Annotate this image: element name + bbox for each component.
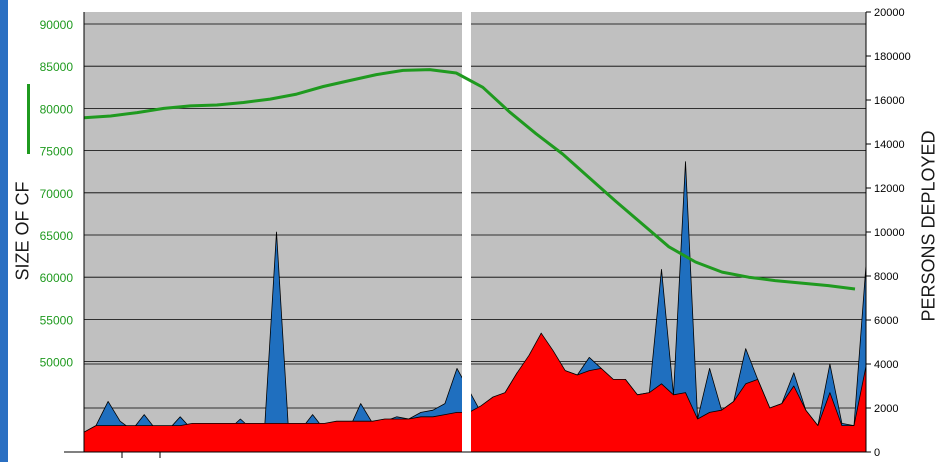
y-right-tick-label: 180000 <box>874 51 911 63</box>
y-left-tick-label: 70000 <box>40 187 74 201</box>
y-right-tick-label: 2000 <box>874 403 898 415</box>
y-left-tick-label: 75000 <box>40 145 74 159</box>
y-right-tick-label: 16000 <box>874 95 905 107</box>
y-left-tick-label: 55000 <box>40 313 74 327</box>
y-left-tick-label: 60000 <box>40 271 74 285</box>
y-right-tick-label: 0 <box>874 447 880 459</box>
y-right-tick-label: 20000 <box>874 7 905 19</box>
legend-line-swatch <box>27 84 30 154</box>
y-left-tick-label: 50000 <box>40 356 74 370</box>
y-right-tick-label: 4000 <box>874 359 898 371</box>
y-right-tick-label: 14000 <box>874 139 905 151</box>
y-left-tick-label: 80000 <box>40 102 74 116</box>
line-series-green <box>83 68 856 291</box>
y-left-tick-label: 85000 <box>40 60 74 74</box>
y-right-tick-label: 6000 <box>874 315 898 327</box>
panel-divider <box>462 10 471 454</box>
y-left-tick-label: 65000 <box>40 229 74 243</box>
y-right-tick-label: 10000 <box>874 227 905 239</box>
y-right-tick-label: 8000 <box>874 271 898 283</box>
left-accent-bar <box>0 0 8 462</box>
area-series-red <box>83 332 867 453</box>
y-right-tick-label: 12000 <box>874 183 905 195</box>
y-left-tick-label: 90000 <box>40 18 74 32</box>
